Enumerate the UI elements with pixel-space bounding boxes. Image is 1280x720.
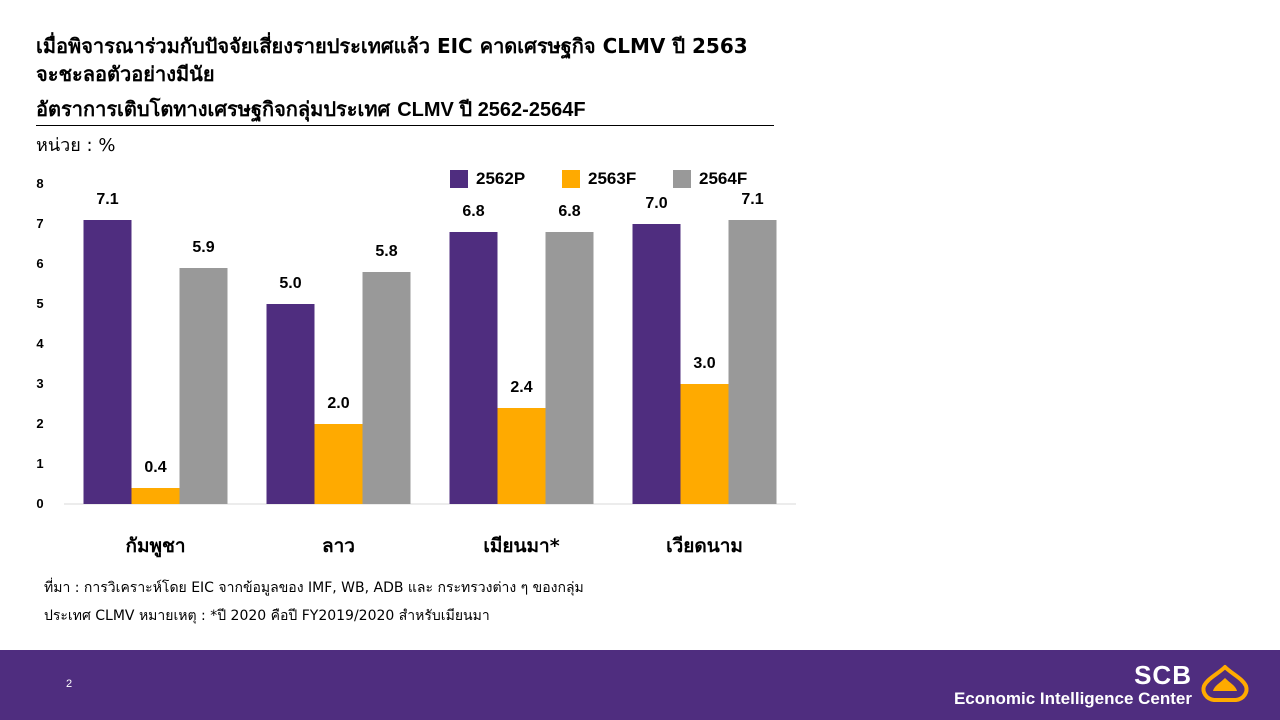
brand-text: SCB Economic Intelligence Center bbox=[954, 662, 1192, 710]
chart-title-latin: CLMV ปี 2562-2564F bbox=[397, 99, 586, 121]
bar bbox=[83, 220, 132, 504]
bar bbox=[266, 304, 315, 504]
data-label: 3.0 bbox=[693, 355, 715, 372]
legend-swatch bbox=[673, 170, 691, 188]
slide-headline: เมื่อพิจารณาร่วมกับปัจจัยเสี่ยงรายประเทศ… bbox=[36, 32, 936, 88]
y-tick-label: 5 bbox=[36, 296, 43, 311]
bar bbox=[632, 224, 681, 504]
data-label: 2.0 bbox=[327, 395, 349, 412]
bar bbox=[449, 232, 498, 504]
y-tick-label: 1 bbox=[36, 456, 43, 471]
legend-swatch bbox=[450, 170, 468, 188]
page-number: 2 bbox=[66, 678, 73, 690]
x-category-label: เมียนมา* bbox=[483, 535, 559, 557]
y-tick-label: 6 bbox=[36, 256, 43, 271]
unit-label: หน่วย : % bbox=[36, 135, 116, 156]
source-line-2: ประเทศ CLMV หมายเหตุ : *ปี 2020 คือปี FY… bbox=[44, 608, 490, 624]
data-label: 7.1 bbox=[96, 191, 118, 208]
legend-label: 2564F bbox=[699, 169, 747, 188]
data-label: 7.0 bbox=[645, 195, 667, 212]
bar bbox=[680, 384, 729, 504]
scb-logo-icon bbox=[1201, 665, 1249, 702]
bar bbox=[728, 220, 777, 504]
footer-bar: 2 SCB Economic Intelligence Center bbox=[0, 650, 1280, 720]
bar bbox=[362, 272, 411, 504]
data-label: 0.4 bbox=[144, 459, 166, 476]
bar bbox=[314, 424, 363, 504]
data-label: 5.0 bbox=[279, 275, 301, 292]
headline-line-2: จะชะลอตัวอย่างมีนัย bbox=[36, 62, 215, 86]
data-label: 7.1 bbox=[741, 191, 763, 208]
chart-title-thai: อัตราการเติบโตทางเศรษฐกิจกลุ่มประเทศ bbox=[36, 97, 391, 121]
x-category-label: ลาว bbox=[322, 535, 355, 557]
y-tick-label: 7 bbox=[36, 216, 43, 231]
y-tick-label: 4 bbox=[36, 336, 44, 351]
y-tick-label: 8 bbox=[36, 176, 43, 191]
bar bbox=[497, 408, 546, 504]
brand-eic: Economic Intelligence Center bbox=[953, 689, 1192, 708]
y-tick-label: 0 bbox=[36, 496, 43, 511]
legend-swatch bbox=[562, 170, 580, 188]
bar bbox=[131, 488, 180, 504]
data-label: 2.4 bbox=[510, 379, 532, 396]
chart-title: อัตราการเติบโตทางเศรษฐกิจกลุ่มประเทศ CLM… bbox=[36, 95, 774, 126]
legend-label: 2563F bbox=[588, 169, 636, 188]
bar bbox=[179, 268, 228, 504]
bar-chart: 0 1 2 3 4 5 6 7 8 7.1 0.4 5.9 กัมพูชา 5.0 2.0 5.8 ลาว 6.8… bbox=[36, 169, 796, 558]
data-label: 6.8 bbox=[462, 203, 484, 220]
x-category-label: กัมพูชา bbox=[125, 535, 185, 558]
y-tick-label: 3 bbox=[36, 376, 43, 391]
bar bbox=[545, 232, 594, 504]
data-label: 5.9 bbox=[192, 239, 214, 256]
data-label: 6.8 bbox=[558, 203, 580, 220]
x-category-label: เวียดนาม bbox=[666, 535, 743, 557]
brand-scb: SCB bbox=[1134, 660, 1192, 690]
source-note: ที่มา : การวิเคราะห์โดย EIC จากข้อมูลของ… bbox=[44, 574, 744, 630]
data-label: 5.8 bbox=[375, 243, 397, 260]
source-line-1: ที่มา : การวิเคราะห์โดย EIC จากข้อมูลของ… bbox=[44, 580, 584, 596]
y-tick-label: 2 bbox=[36, 416, 43, 431]
legend-label: 2562P bbox=[476, 169, 525, 188]
headline-line-1: เมื่อพิจารณาร่วมกับปัจจัยเสี่ยงรายประเทศ… bbox=[36, 34, 748, 58]
